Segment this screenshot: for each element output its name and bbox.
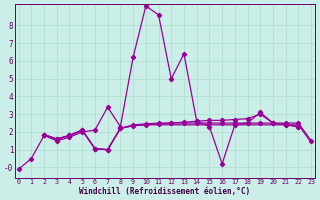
X-axis label: Windchill (Refroidissement éolien,°C): Windchill (Refroidissement éolien,°C) [79,187,251,196]
